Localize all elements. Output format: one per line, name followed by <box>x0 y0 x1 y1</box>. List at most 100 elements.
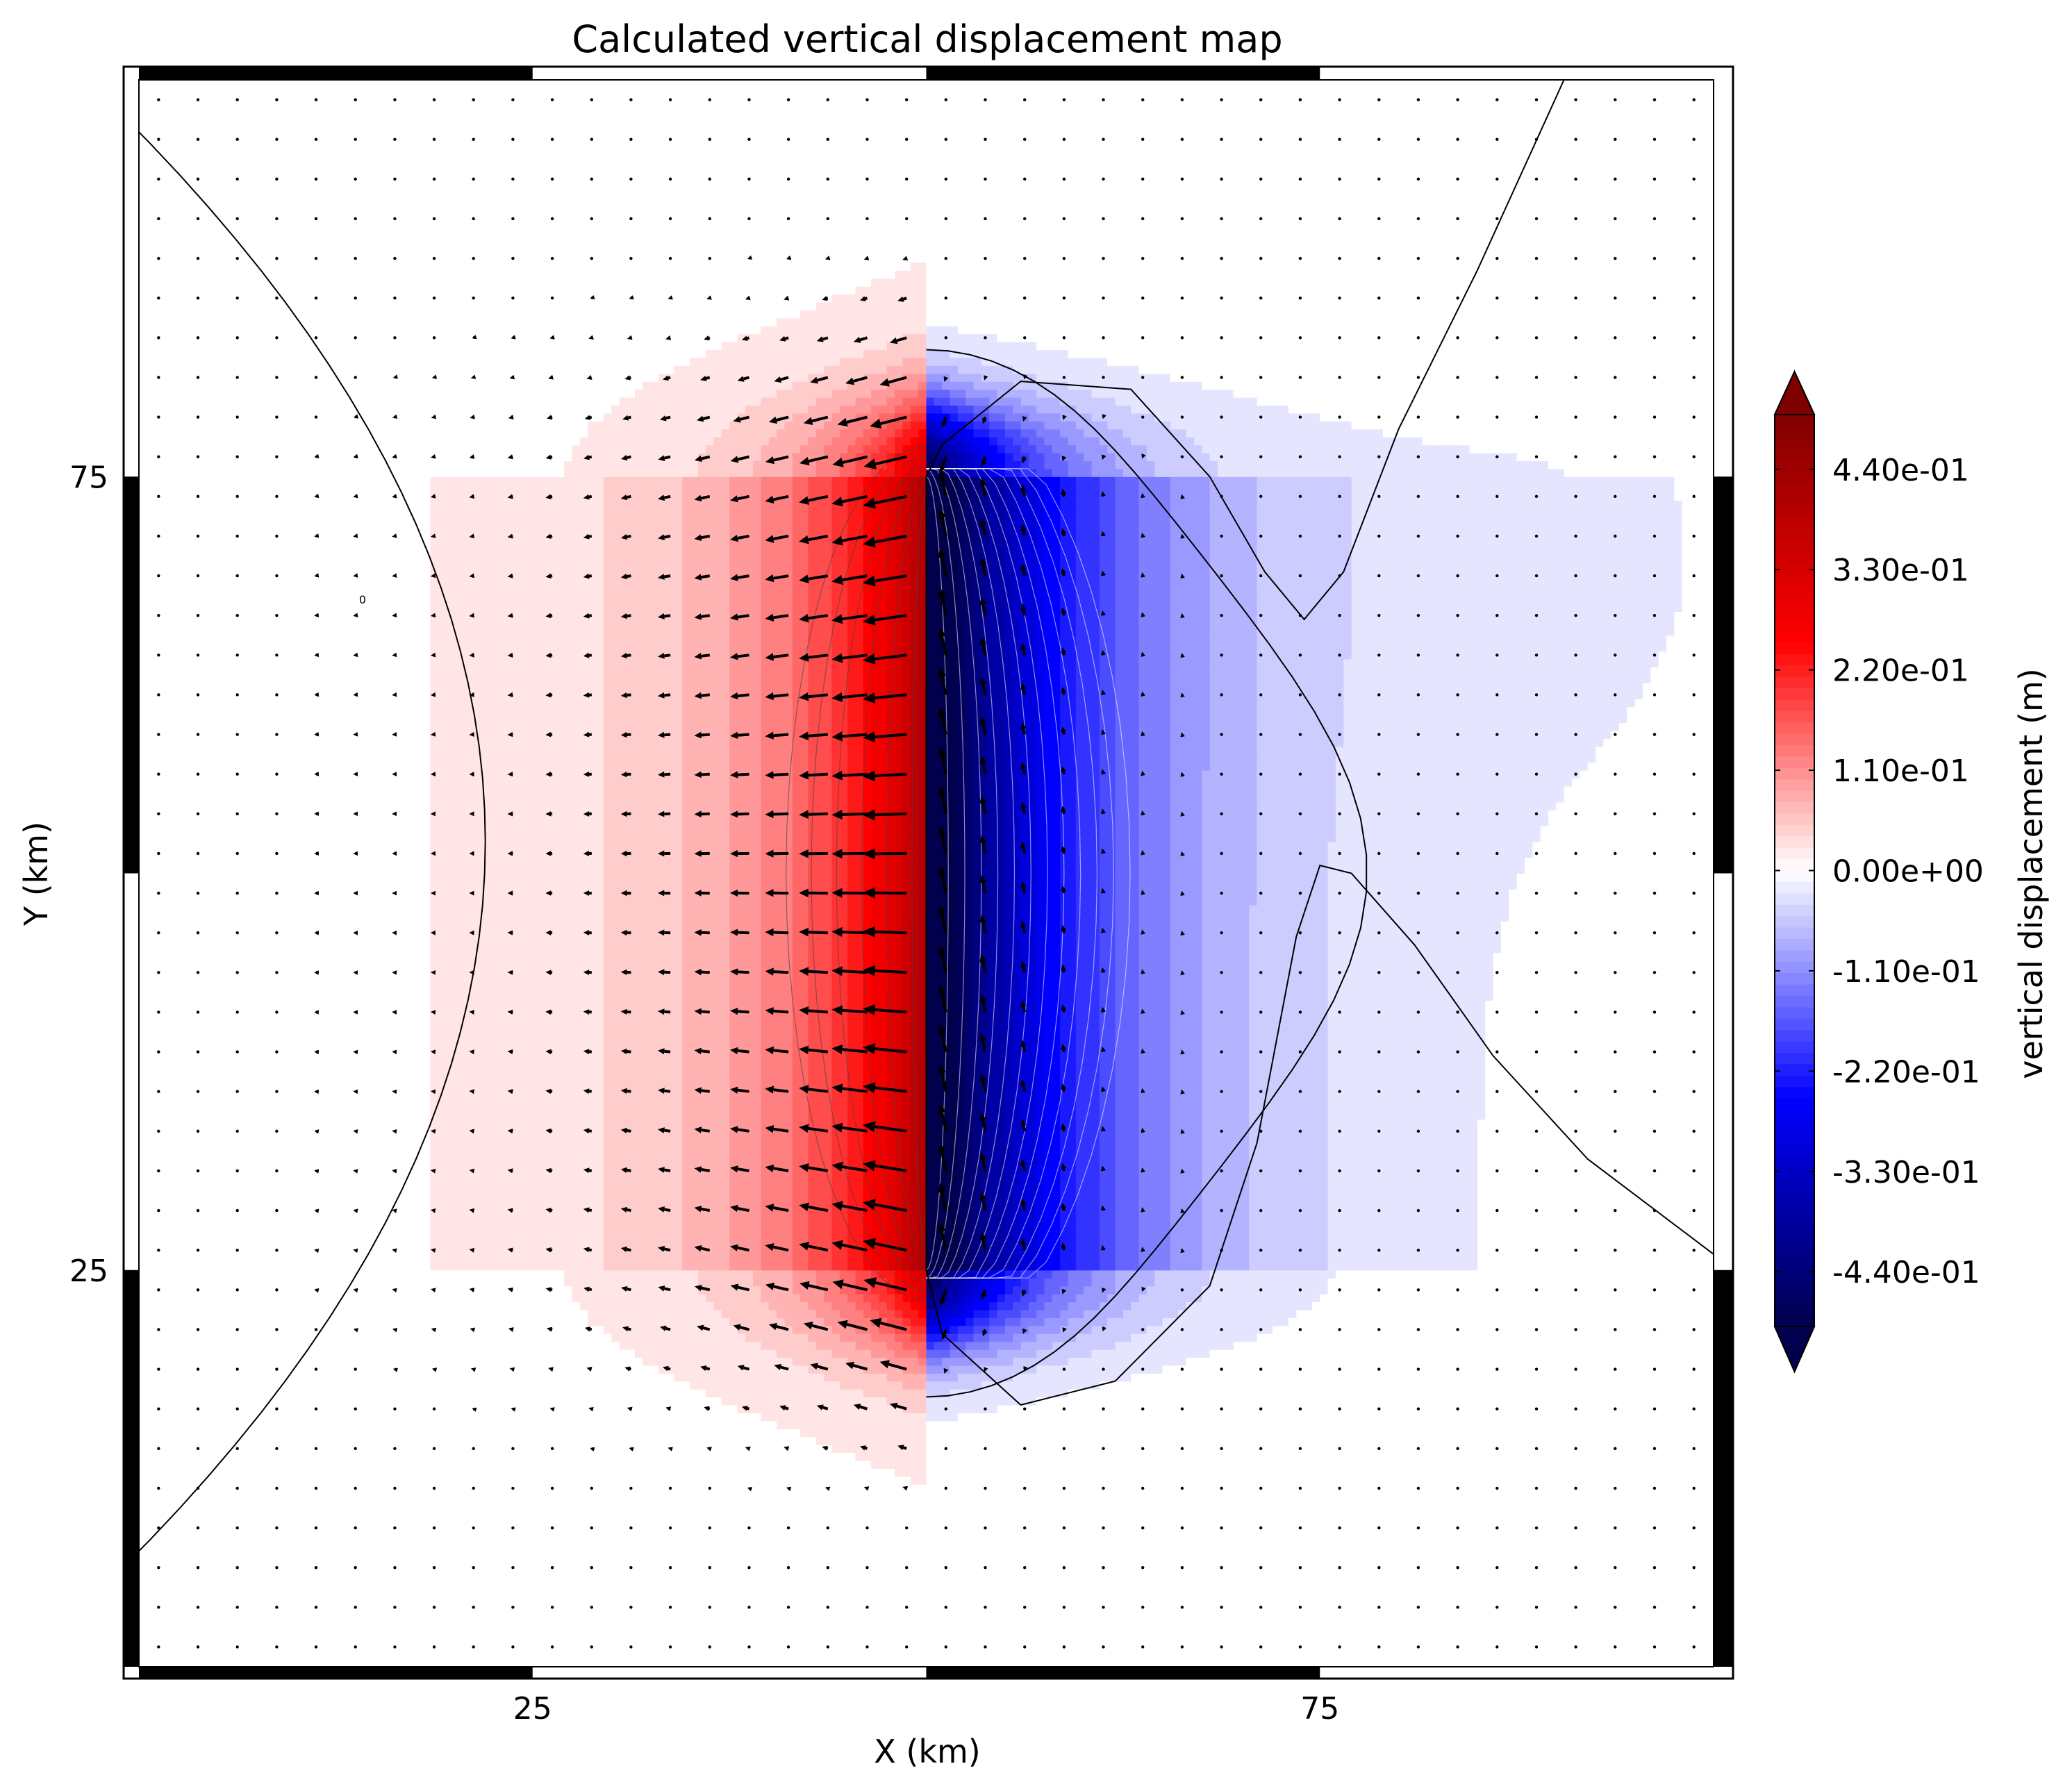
field-cell <box>1367 1516 1375 1524</box>
field-cell <box>950 1524 959 1532</box>
field-cell <box>1564 1604 1573 1612</box>
field-cell <box>1021 1627 1029 1636</box>
field-cell <box>761 1595 769 1604</box>
field-cell <box>304 1595 313 1604</box>
field-cell <box>769 1556 777 1564</box>
field-cell <box>1438 1579 1446 1588</box>
field-cell <box>297 1540 305 1548</box>
field-cell <box>1029 1540 1037 1548</box>
field-cell <box>651 1627 659 1636</box>
field-cell <box>1178 1595 1186 1604</box>
field-cell <box>572 1595 580 1604</box>
field-cell <box>1572 1635 1580 1643</box>
field-cell <box>1052 1627 1061 1636</box>
field-cell <box>422 1572 431 1580</box>
field-cell <box>1485 1563 1493 1572</box>
field-cell <box>934 1643 943 1651</box>
field-cell <box>981 1516 990 1524</box>
field-cell <box>824 1540 832 1548</box>
field-cell <box>1446 1588 1454 1596</box>
field-cell <box>745 1627 754 1636</box>
field-cell <box>1650 1508 1659 1517</box>
field-cell <box>1036 1572 1045 1580</box>
field-cell <box>1454 1508 1462 1517</box>
field-cell <box>1092 1595 1100 1604</box>
field-cell <box>981 1556 990 1564</box>
field-cell <box>753 1524 761 1532</box>
field-cell <box>831 1619 840 1627</box>
field-cell <box>320 1524 329 1532</box>
field-cell <box>1438 1595 1446 1604</box>
field-cell <box>320 1635 329 1643</box>
field-cell <box>1359 1524 1368 1532</box>
field-cell <box>753 1516 761 1524</box>
field-cell <box>1005 1588 1013 1596</box>
field-cell <box>1548 1651 1557 1659</box>
field-cell <box>698 1532 706 1540</box>
field-cell <box>572 1611 580 1620</box>
field-cell <box>635 1540 643 1548</box>
field-cell <box>1328 1532 1336 1540</box>
field-cell <box>399 1540 407 1548</box>
field-cell <box>737 1604 745 1612</box>
field-cell <box>1682 1532 1691 1540</box>
field-cell <box>1572 1532 1580 1540</box>
field-cell <box>1367 1579 1375 1588</box>
field-cell <box>855 1635 863 1643</box>
field-cell <box>1084 1508 1092 1517</box>
field-cell <box>1650 1556 1659 1564</box>
field-cell <box>462 1572 470 1580</box>
field-cell <box>800 1532 809 1540</box>
field-cell <box>186 1563 194 1572</box>
field-cell <box>257 1548 265 1556</box>
field-cell <box>981 1548 990 1556</box>
field-cell <box>139 1524 147 1532</box>
field-cell <box>1202 1556 1210 1564</box>
field-cell <box>1343 1611 1352 1620</box>
field-cell <box>1548 1659 1557 1667</box>
field-cell <box>1706 1563 1714 1572</box>
field-cell <box>367 1556 376 1564</box>
field-cell <box>974 1643 982 1651</box>
field-cell <box>903 1659 911 1667</box>
field-cell <box>611 1588 620 1596</box>
field-cell <box>281 1508 289 1517</box>
field-cell <box>430 1516 438 1524</box>
field-cell <box>344 1500 352 1508</box>
field-cell <box>666 1651 674 1659</box>
field-cell <box>1178 1579 1186 1588</box>
field-cell <box>1674 1604 1682 1612</box>
field-cell <box>934 1516 943 1524</box>
field-cell <box>1076 1635 1084 1643</box>
field-cell <box>761 1508 769 1517</box>
field-cell <box>1674 1548 1682 1556</box>
field-cell <box>1147 1572 1155 1580</box>
field-cell <box>1343 1588 1352 1596</box>
field-cell <box>1438 1627 1446 1636</box>
field-cell <box>1123 1524 1132 1532</box>
field-cell <box>958 1651 966 1659</box>
field-cell <box>722 1556 730 1564</box>
field-cell <box>1131 1579 1139 1588</box>
field-cell <box>871 1516 879 1524</box>
field-cell <box>1210 1595 1218 1604</box>
field-cell <box>257 1500 265 1508</box>
field-cell <box>1556 1635 1564 1643</box>
field-cell <box>288 1556 297 1564</box>
field-cell <box>706 1572 714 1580</box>
field-cell <box>1517 1635 1525 1643</box>
field-cell <box>808 1588 816 1596</box>
field-cell <box>1359 1563 1368 1572</box>
field-cell <box>1084 1651 1092 1659</box>
field-cell <box>1430 1651 1439 1659</box>
field-cell <box>241 1588 249 1596</box>
field-cell <box>595 1524 604 1532</box>
field-cell <box>1588 1540 1596 1548</box>
field-cell <box>1116 1540 1124 1548</box>
field-cell <box>1194 1595 1202 1604</box>
field-cell <box>1170 1627 1179 1636</box>
field-cell <box>1107 1508 1116 1517</box>
field-cell <box>729 1524 738 1532</box>
field-cell <box>666 1516 674 1524</box>
field-cell <box>1328 1572 1336 1580</box>
